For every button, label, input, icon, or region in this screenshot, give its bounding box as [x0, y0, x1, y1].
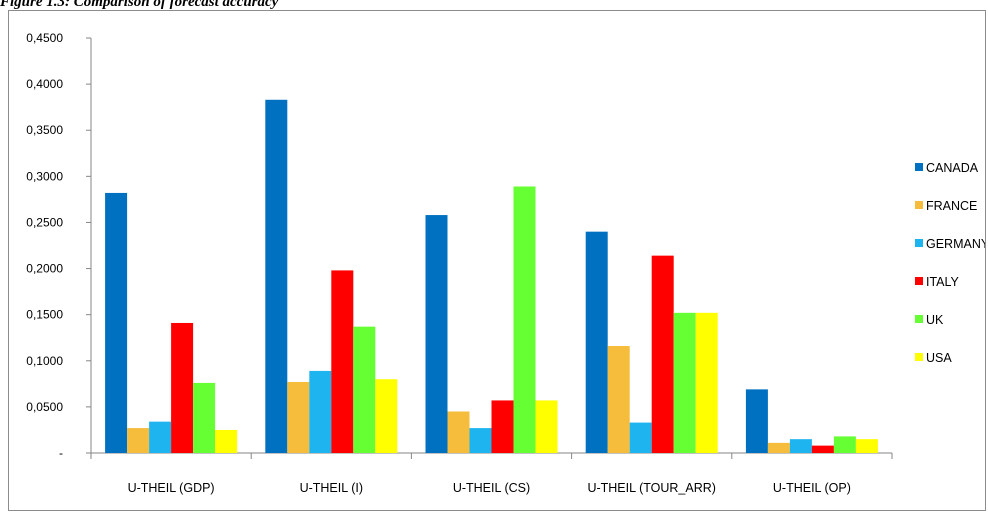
bar-usa-u-theil-tour-arr	[695, 312, 718, 453]
y-tick-label: 0,3500	[26, 123, 63, 137]
x-category-label: U-THEIL (GDP)	[128, 481, 215, 495]
y-tick-label: 0,1500	[26, 308, 63, 322]
bar-chart: - 0,0500 0,1000 0,1500 0,2000 0,2500 0,3000 0,3…	[26, 31, 985, 495]
bar-uk-u-theil-tour-arr	[673, 312, 696, 453]
legend-label-germany: GERMANY	[926, 237, 985, 251]
bar-italy-u-theil-gdp	[171, 322, 194, 453]
y-tick-label: 0,4000	[26, 77, 63, 91]
bar-germany-u-theil-i	[309, 370, 332, 453]
bar-usa-u-theil-i	[375, 379, 398, 453]
bar-france-u-theil-op	[767, 442, 790, 453]
y-tick-label: 0,4500	[26, 31, 63, 45]
bar-italy-u-theil-tour-arr	[651, 255, 674, 453]
legend-label-uk: UK	[926, 313, 944, 327]
bar-uk-u-theil-cs	[513, 186, 536, 453]
legend-swatch-usa	[915, 353, 923, 361]
bar-france-u-theil-tour-arr	[607, 346, 630, 453]
legend-swatch-canada	[915, 163, 923, 171]
bar-uk-u-theil-op	[833, 436, 856, 453]
bar-germany-u-theil-op	[789, 439, 812, 453]
bar-canada-u-theil-gdp	[105, 192, 128, 453]
x-category-label: U-THEIL (CS)	[453, 481, 530, 495]
legend-swatch-france	[915, 201, 923, 209]
chart-frame: - 0,0500 0,1000 0,1500 0,2000 0,2500 0,3000 0,3…	[8, 10, 986, 511]
bar-germany-u-theil-tour-arr	[629, 422, 652, 453]
legend-label-italy: ITALY	[926, 275, 960, 289]
bar-usa-u-theil-op	[855, 439, 878, 453]
figure-caption: Figure 1.3: Comparison of forecast accur…	[0, 0, 279, 10]
bar-france-u-theil-gdp	[127, 428, 150, 453]
y-tick-label: -	[59, 446, 63, 460]
bar-france-u-theil-i	[287, 381, 310, 453]
bar-germany-u-theil-cs	[469, 428, 492, 453]
bar-uk-u-theil-gdp	[193, 382, 216, 453]
y-tick-label: 0,3000	[26, 169, 63, 183]
legend-label-usa: USA	[926, 351, 952, 365]
legend-label-france: FRANCE	[926, 199, 977, 213]
bar-canada-u-theil-i	[265, 99, 288, 454]
x-category-label: U-THEIL (OP)	[773, 481, 851, 495]
bar-germany-u-theil-gdp	[149, 421, 172, 453]
bar-usa-u-theil-cs	[535, 400, 558, 453]
y-tick-label: 0,1000	[26, 354, 63, 368]
y-tick-label: 0,0500	[26, 400, 63, 414]
bar-canada-u-theil-cs	[425, 215, 448, 453]
x-category-label: U-THEIL (I)	[300, 481, 363, 495]
legend-swatch-germany	[915, 239, 923, 247]
bar-canada-u-theil-tour-arr	[585, 231, 608, 453]
bar-italy-u-theil-i	[331, 270, 354, 453]
legend-label-canada: CANADA	[926, 161, 979, 175]
y-tick-label: 0,2500	[26, 215, 63, 229]
bar-usa-u-theil-gdp	[215, 429, 238, 453]
y-tick-label: 0,2000	[26, 262, 63, 276]
legend-swatch-italy	[915, 277, 923, 285]
legend-swatch-uk	[915, 315, 923, 323]
bar-uk-u-theil-i	[353, 326, 376, 453]
bar-italy-u-theil-op	[811, 445, 834, 453]
bar-canada-u-theil-op	[745, 389, 768, 453]
bar-france-u-theil-cs	[447, 411, 470, 453]
x-category-label: U-THEIL (TOUR_ARR)	[587, 481, 715, 495]
bar-italy-u-theil-cs	[491, 400, 514, 453]
